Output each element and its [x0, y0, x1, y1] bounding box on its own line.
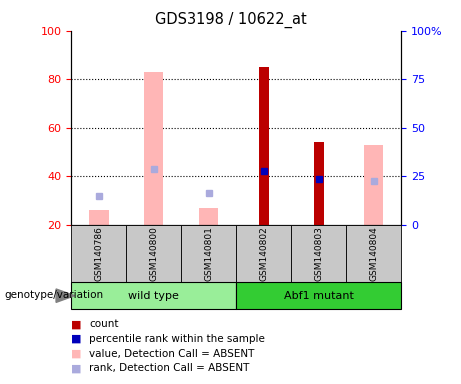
FancyBboxPatch shape	[291, 225, 346, 282]
Text: genotype/variation: genotype/variation	[5, 290, 104, 300]
Text: ■: ■	[71, 349, 82, 359]
Text: GSM140786: GSM140786	[95, 226, 103, 281]
Bar	[89, 210, 108, 225]
Text: value, Detection Call = ABSENT: value, Detection Call = ABSENT	[89, 349, 254, 359]
Bar	[259, 67, 269, 225]
Text: ■: ■	[71, 319, 82, 329]
Text: wild type: wild type	[129, 291, 179, 301]
Text: GSM140800: GSM140800	[149, 226, 159, 281]
Text: GDS3198 / 10622_at: GDS3198 / 10622_at	[154, 12, 307, 28]
Text: ■: ■	[71, 363, 82, 373]
Text: GSM140804: GSM140804	[369, 226, 378, 281]
Text: GSM140803: GSM140803	[314, 226, 323, 281]
FancyBboxPatch shape	[126, 225, 181, 282]
Text: count: count	[89, 319, 118, 329]
Text: GSM140801: GSM140801	[204, 226, 213, 281]
FancyBboxPatch shape	[236, 282, 401, 309]
Bar	[364, 145, 383, 225]
FancyBboxPatch shape	[71, 225, 126, 282]
Text: rank, Detection Call = ABSENT: rank, Detection Call = ABSENT	[89, 363, 249, 373]
Polygon shape	[56, 289, 75, 303]
FancyBboxPatch shape	[236, 225, 291, 282]
FancyBboxPatch shape	[71, 282, 236, 309]
Text: GSM140802: GSM140802	[259, 226, 268, 281]
FancyBboxPatch shape	[346, 225, 401, 282]
Bar	[199, 208, 219, 225]
Text: Abf1 mutant: Abf1 mutant	[284, 291, 354, 301]
Text: ■: ■	[71, 334, 82, 344]
Text: percentile rank within the sample: percentile rank within the sample	[89, 334, 265, 344]
FancyBboxPatch shape	[181, 225, 236, 282]
Bar	[144, 72, 164, 225]
Bar	[314, 142, 324, 225]
